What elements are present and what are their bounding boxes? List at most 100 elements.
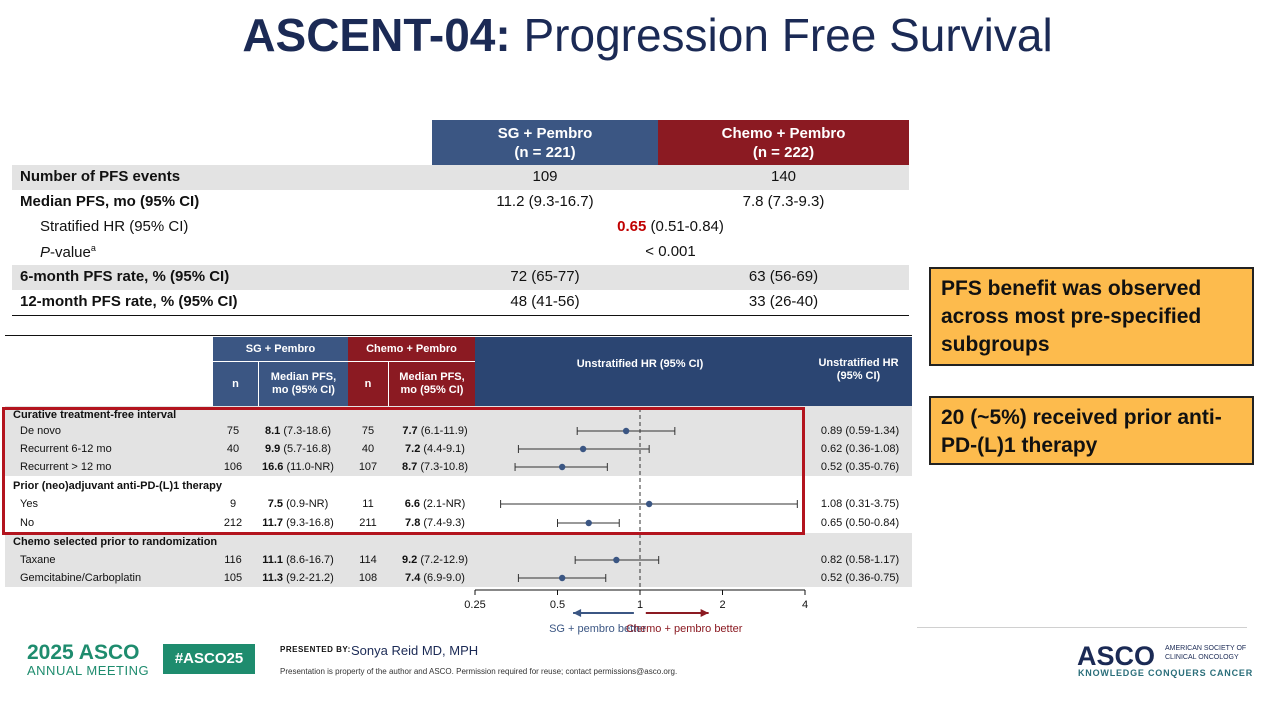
hr-point	[558, 463, 566, 471]
hr-value: 0.65	[617, 218, 647, 235]
group-label: Curative treatment-free interval	[13, 409, 177, 421]
subgroup-label: Recurrent 6-12 mo	[20, 443, 112, 455]
asco-society-name: AMERICAN SOCIETY OF CLINICAL ONCOLOGY	[1165, 645, 1247, 661]
value-chemo: 7.8 (7.3-9.3)	[742, 193, 825, 210]
value-sg: 72 (65-77)	[510, 268, 580, 285]
median-bold: 8.1	[264, 425, 281, 437]
value-chemo: 140	[770, 168, 797, 185]
row-label: P-valuea	[40, 243, 96, 261]
median-bold: 6.6	[404, 498, 421, 510]
value-chemo: 63 (56-69)	[748, 268, 819, 285]
summary-col-chemo: Chemo + Pembro (n = 222)	[658, 120, 909, 165]
hashtag-badge: #ASCO25	[163, 644, 255, 674]
median-line2: mo (95% CI)	[400, 384, 464, 396]
median-ci: (11.0-NR)	[283, 461, 334, 473]
hr-point	[645, 500, 653, 508]
median-ci: (9.3-16.8)	[283, 517, 334, 529]
n-sg: 105	[223, 572, 243, 584]
asco-meeting-logo: 2025 ASCO ANNUAL MEETING	[27, 642, 149, 678]
hr-ci: (0.51-0.84)	[646, 218, 724, 235]
median-sg: 11.3 (9.2-21.2)	[255, 572, 341, 584]
hr-head-line1: Unstratified HR	[818, 357, 899, 369]
group-header-prior-pd1: Prior (neo)adjuvant anti-PD-(L)1 therapy	[5, 477, 912, 495]
median-ci: (7.4-9.3)	[420, 517, 465, 529]
median-bold: 7.5	[267, 498, 284, 510]
subgroup-label: Taxane	[20, 554, 56, 566]
median-ci: (7.2-12.9)	[417, 554, 469, 566]
forest-top-rule	[5, 335, 912, 336]
row-label: Median PFS, mo (95% CI)	[20, 193, 200, 210]
forest-row: No 212 11.7 (9.3-16.8) 211 7.8 (7.4-9.3)…	[5, 514, 912, 532]
n-chemo: 11	[362, 498, 374, 510]
group-header-treatment-free: Curative treatment-free interval	[5, 406, 912, 424]
median-bold: 9.2	[401, 554, 418, 566]
subgroup-label: No	[20, 517, 35, 529]
median-bold: 11.1	[262, 554, 284, 566]
row-stratified-hr: Stratified HR (95% CI) 0.65 (0.51-0.84)	[12, 215, 909, 240]
summary-col-sg: SG + Pembro (n = 221)	[432, 120, 658, 165]
subgroup-label: De novo	[20, 425, 61, 437]
hr-value: 0.52 (0.36-0.75)	[820, 572, 900, 584]
row-label: Stratified HR (95% CI)	[40, 218, 189, 235]
n-chemo: 40	[361, 443, 375, 455]
group-label: Prior (neo)adjuvant anti-PD-(L)1 therapy	[13, 480, 223, 492]
hr-value: 0.52 (0.35-0.76)	[820, 461, 900, 473]
forest-head-n-chemo: n	[348, 361, 388, 406]
row-12month: 12-month PFS rate, % (95% CI) 48 (41-56)…	[12, 290, 909, 315]
median-bold: 7.8	[405, 517, 421, 529]
median-bold: 7.7	[402, 425, 418, 437]
median-bold: 16.6	[262, 461, 284, 473]
summary-col-chemo-line2: (n = 222)	[752, 144, 815, 161]
median-ci: (8.6-16.7)	[283, 554, 334, 566]
x-tick-label: 1	[637, 599, 643, 611]
median-sg: 11.1 (8.6-16.7)	[255, 554, 341, 566]
row-pfs-events: Number of PFS events 109 140	[12, 165, 909, 190]
value-sg: 109	[532, 168, 558, 185]
median-sg: 7.5 (0.9-NR)	[255, 498, 341, 510]
median-ci: (0.9-NR)	[283, 498, 329, 510]
slide-title: ASCENT-04: Progression Free Survival	[0, 8, 1269, 62]
median-chemo: 9.2 (7.2-12.9)	[390, 554, 480, 566]
copyright-note: Presentation is property of the author a…	[280, 667, 678, 676]
median-ci: (7.3-18.6)	[280, 425, 332, 437]
forest-row: Yes 9 7.5 (0.9-NR) 11 6.6 (2.1-NR) 1.08 …	[5, 495, 912, 513]
median-sg: 11.7 (9.3-16.8)	[255, 517, 341, 529]
summary-col-sg-line2: (n = 221)	[514, 144, 576, 161]
median-ci: (6.1-11.9)	[417, 425, 468, 437]
n-sg: 116	[224, 554, 242, 566]
n-chemo: 114	[359, 554, 377, 566]
n-chemo: 108	[358, 572, 378, 584]
median-sg: 9.9 (5.7-16.8)	[255, 443, 341, 455]
forest-row: Recurrent 6-12 mo 40 9.9 (5.7-16.8) 40 7…	[5, 440, 912, 458]
n-chemo: 107	[358, 461, 378, 473]
hr-point	[613, 556, 620, 564]
row-label: Number of PFS events	[20, 168, 181, 185]
group-header-chemo-selected: Chemo selected prior to randomization	[5, 533, 912, 551]
row-label: 12-month PFS rate, % (95% CI)	[20, 293, 238, 310]
median-chemo: 7.2 (4.4-9.1)	[390, 443, 480, 455]
x-tick-label: 0.5	[550, 599, 565, 611]
median-chemo: 7.7 (6.1-11.9)	[390, 425, 480, 437]
forest-head-sg: SG + Pembro	[213, 337, 348, 361]
median-bold: 11.7	[262, 517, 284, 529]
hr-point	[585, 519, 592, 527]
forest-head-median-chemo: Median PFS, mo (95% CI)	[388, 361, 475, 406]
median-bold: 7.4	[405, 572, 421, 584]
callout-subgroups: PFS benefit was observed across most pre…	[929, 267, 1254, 366]
median-ci: (7.3-10.8)	[417, 461, 469, 473]
hr-point	[558, 574, 566, 582]
hr-point	[622, 427, 630, 435]
p-label-rest: -value	[50, 244, 91, 261]
median-line1: Median PFS,	[399, 371, 465, 383]
hr-value: 1.08 (0.31-3.75)	[820, 498, 900, 510]
median-ci: (6.9-9.0)	[420, 572, 465, 584]
row-label: 6-month PFS rate, % (95% CI)	[20, 268, 230, 285]
median-chemo: 8.7 (7.3-10.8)	[390, 461, 480, 473]
n-sg: 212	[223, 517, 243, 529]
n-chemo: 211	[359, 517, 377, 529]
value-sg: 48 (41-56)	[510, 293, 580, 310]
value-sg: 11.2 (9.3-16.7)	[496, 193, 594, 210]
summary-col-chemo-line1: Chemo + Pembro	[721, 125, 846, 142]
median-sg: 8.1 (7.3-18.6)	[255, 425, 341, 437]
